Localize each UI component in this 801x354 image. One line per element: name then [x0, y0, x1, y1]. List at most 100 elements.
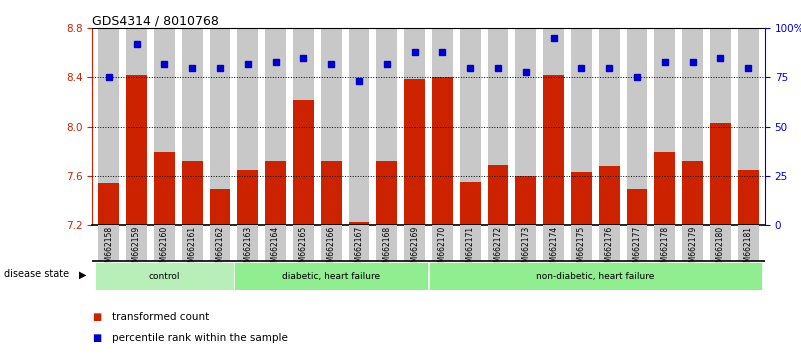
Text: GSM662161: GSM662161 [187, 226, 197, 272]
Bar [320, 225, 342, 261]
Bar [265, 28, 286, 225]
Bar [182, 161, 203, 225]
Bar [210, 28, 231, 225]
Text: ■: ■ [92, 333, 102, 343]
Bar [234, 262, 429, 290]
Bar [320, 28, 342, 225]
Bar [182, 225, 203, 261]
Bar [348, 225, 369, 261]
Text: GSM662162: GSM662162 [215, 226, 224, 272]
Bar [265, 161, 286, 225]
Bar [543, 28, 564, 225]
Bar [154, 28, 175, 225]
Bar [429, 262, 762, 290]
Bar [515, 225, 537, 261]
Bar [348, 28, 369, 225]
Bar [571, 28, 592, 225]
Bar [710, 225, 731, 261]
Bar [460, 182, 481, 225]
Text: GSM662165: GSM662165 [299, 226, 308, 272]
Bar [376, 225, 397, 261]
Bar [626, 225, 647, 261]
Bar [127, 225, 147, 261]
Bar [599, 166, 620, 225]
Bar [154, 152, 175, 225]
Bar [738, 225, 759, 261]
Text: GSM662174: GSM662174 [549, 226, 558, 272]
Bar [293, 99, 314, 225]
Bar [599, 28, 620, 225]
Bar [626, 189, 647, 225]
Bar [515, 28, 537, 225]
Bar [182, 28, 203, 225]
Bar [738, 28, 759, 225]
Text: GSM662170: GSM662170 [438, 226, 447, 272]
Text: GSM662172: GSM662172 [493, 226, 502, 272]
Text: GSM662159: GSM662159 [132, 226, 141, 272]
Text: GSM662163: GSM662163 [244, 226, 252, 272]
Bar [432, 225, 453, 261]
Bar [460, 28, 481, 225]
Bar [599, 225, 620, 261]
Text: GSM662160: GSM662160 [160, 226, 169, 272]
Bar [99, 183, 119, 225]
Bar [682, 225, 703, 261]
Bar [682, 28, 703, 225]
Bar [626, 28, 647, 225]
Text: GDS4314 / 8010768: GDS4314 / 8010768 [92, 14, 219, 27]
Text: GSM662173: GSM662173 [521, 226, 530, 272]
Text: GSM662176: GSM662176 [605, 226, 614, 272]
Bar [710, 123, 731, 225]
Bar [237, 225, 258, 261]
Bar [682, 161, 703, 225]
Text: GSM662167: GSM662167 [355, 226, 364, 272]
Text: non-diabetic, heart failure: non-diabetic, heart failure [536, 272, 654, 281]
Bar [320, 161, 342, 225]
Text: percentile rank within the sample: percentile rank within the sample [112, 333, 288, 343]
Text: control: control [149, 272, 180, 281]
Text: GSM662168: GSM662168 [382, 226, 392, 272]
Bar [405, 28, 425, 225]
Bar [237, 170, 258, 225]
Bar [515, 176, 537, 225]
Bar [654, 225, 675, 261]
Bar [488, 225, 509, 261]
Bar [710, 28, 731, 225]
Text: GSM662164: GSM662164 [271, 226, 280, 272]
Text: GSM662178: GSM662178 [660, 226, 670, 272]
Bar [543, 225, 564, 261]
Bar [571, 172, 592, 225]
Text: ■: ■ [92, 312, 102, 322]
Bar [293, 28, 314, 225]
Text: ▶: ▶ [79, 269, 87, 279]
Bar [348, 222, 369, 225]
Bar [432, 28, 453, 225]
Text: GSM662177: GSM662177 [633, 226, 642, 272]
Text: GSM662181: GSM662181 [744, 226, 753, 272]
Bar [432, 78, 453, 225]
Bar [127, 28, 147, 225]
Text: transformed count: transformed count [112, 312, 209, 322]
Text: GSM662175: GSM662175 [577, 226, 586, 272]
Bar [210, 225, 231, 261]
Bar [460, 225, 481, 261]
Bar [571, 225, 592, 261]
Text: GSM662166: GSM662166 [327, 226, 336, 272]
Bar [237, 28, 258, 225]
Bar [293, 225, 314, 261]
Text: GSM662171: GSM662171 [465, 226, 475, 272]
Bar [265, 225, 286, 261]
Bar [488, 28, 509, 225]
Bar [127, 75, 147, 225]
Bar [738, 170, 759, 225]
Bar [376, 28, 397, 225]
Text: GSM662179: GSM662179 [688, 226, 697, 272]
Text: GSM662169: GSM662169 [410, 226, 419, 272]
Bar [210, 189, 231, 225]
Bar [99, 28, 119, 225]
Bar [154, 225, 175, 261]
Bar [654, 28, 675, 225]
Text: GSM662180: GSM662180 [716, 226, 725, 272]
Text: diabetic, heart failure: diabetic, heart failure [282, 272, 380, 281]
Bar [654, 152, 675, 225]
